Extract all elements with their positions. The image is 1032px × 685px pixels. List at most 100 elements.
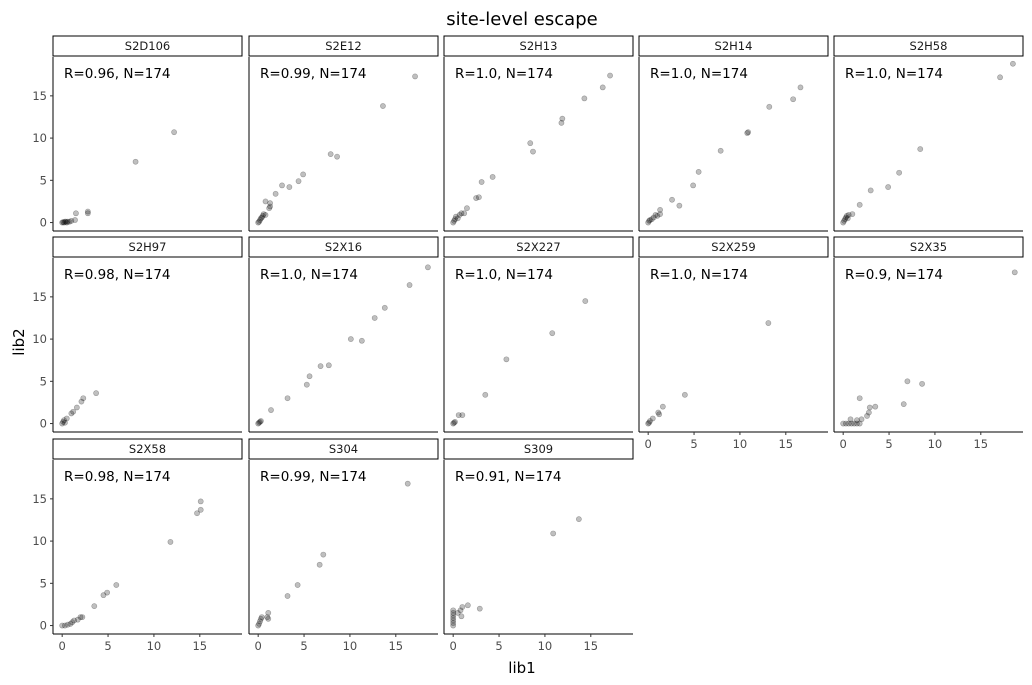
data-point	[451, 419, 457, 426]
data-point	[647, 418, 653, 424]
data-point	[264, 614, 271, 621]
data-point	[681, 391, 688, 398]
data-point	[334, 153, 340, 160]
data-point	[858, 416, 865, 423]
facet-strip-label: S2D106	[125, 39, 170, 53]
data-point	[171, 129, 178, 136]
data-point	[676, 202, 683, 209]
data-point	[646, 217, 652, 224]
facet-annotation: R=0.91, N=174	[455, 469, 562, 485]
x-tick-label: 15	[388, 639, 403, 653]
data-point	[450, 420, 457, 427]
x-tick-label: 5	[104, 639, 111, 653]
data-point	[257, 618, 263, 625]
data-point	[478, 179, 485, 185]
data-point	[530, 148, 536, 155]
data-point	[262, 198, 269, 205]
data-point	[450, 612, 457, 619]
facet-strip-label: S2X259	[711, 240, 755, 254]
data-point	[450, 622, 457, 629]
data-point	[854, 420, 860, 427]
data-point	[456, 212, 463, 218]
data-point	[845, 212, 852, 218]
data-point	[840, 420, 847, 427]
data-point	[527, 140, 534, 147]
data-point	[266, 205, 273, 212]
facet-panel: S2X259 0 5 10 15 R=1.0, N=174	[638, 236, 829, 451]
data-point	[358, 337, 365, 344]
x-tick-label: 15	[973, 437, 988, 451]
facet-annotation: R=0.96, N=174	[64, 66, 171, 82]
x-tick-label: 10	[343, 639, 358, 653]
data-point	[104, 589, 111, 596]
data-point	[919, 380, 925, 387]
data-point	[61, 417, 67, 424]
data-point	[69, 619, 76, 626]
data-point	[476, 605, 483, 612]
data-point	[62, 218, 68, 225]
data-point	[93, 390, 100, 397]
data-point	[790, 96, 797, 103]
data-point	[74, 616, 81, 623]
facet-panel: S2X16 R=1.0, N=174	[248, 236, 439, 433]
data-point	[132, 158, 139, 165]
data-point	[265, 615, 272, 622]
facet-panel: S2E12 R=0.99, N=174	[248, 35, 439, 232]
data-point	[649, 415, 656, 422]
facet-annotation: R=0.99, N=174	[260, 469, 367, 485]
data-point	[652, 212, 659, 218]
data-point	[856, 395, 863, 402]
facet-annotation: R=1.0, N=174	[650, 66, 748, 82]
facet-panel: S304 0 5 10 15 R=0.99, N=174	[248, 438, 439, 653]
x-tick-label: 0	[450, 639, 457, 653]
data-point	[575, 516, 582, 523]
facet-panels: S2D106 0 5 10 15 R=0.96, N=174 S2E12 R=0.99, N=…	[32, 35, 1024, 653]
data-point	[60, 219, 66, 226]
data-point	[797, 84, 804, 91]
data-point	[848, 420, 855, 427]
data-point	[451, 217, 457, 224]
data-point	[866, 404, 873, 411]
data-point	[412, 73, 418, 80]
data-point	[864, 413, 870, 419]
data-point	[71, 617, 78, 624]
data-point	[258, 215, 264, 222]
data-point	[406, 282, 413, 288]
data-point	[856, 201, 863, 208]
facet-annotation: R=1.0, N=174	[455, 66, 553, 82]
data-point	[113, 582, 120, 588]
data-point	[650, 214, 657, 221]
data-point	[854, 417, 860, 424]
data-point	[454, 609, 461, 616]
data-point	[1011, 269, 1018, 276]
chart-title: site-level escape	[446, 9, 597, 30]
data-point	[656, 411, 663, 418]
facet-strip	[52, 236, 243, 258]
data-point	[647, 217, 653, 223]
facet-strip	[52, 35, 243, 57]
data-point	[347, 336, 354, 342]
data-point	[458, 613, 465, 620]
data-point	[843, 420, 849, 427]
facet-panel: S2X227 R=1.0, N=174	[443, 236, 634, 433]
facet-strip	[52, 438, 243, 460]
data-point	[100, 592, 107, 599]
facet-panel: S2X58 0 5 10 15 0 5 10 15 R=0.98, N=174	[32, 438, 243, 653]
data-point	[865, 409, 872, 416]
data-point	[63, 219, 70, 226]
data-point	[840, 219, 847, 226]
data-point	[648, 216, 655, 223]
data-point	[59, 622, 66, 629]
y-tick-label: 15	[32, 290, 47, 304]
data-point	[325, 362, 332, 369]
data-point	[657, 211, 664, 218]
data-point	[68, 217, 75, 224]
data-point	[646, 419, 652, 426]
data-point	[279, 182, 285, 189]
data-point	[197, 498, 204, 505]
facet-annotation: R=1.0, N=174	[650, 267, 748, 283]
data-point	[475, 194, 482, 201]
data-point	[294, 582, 301, 588]
data-point	[70, 408, 77, 415]
data-point	[258, 214, 265, 221]
